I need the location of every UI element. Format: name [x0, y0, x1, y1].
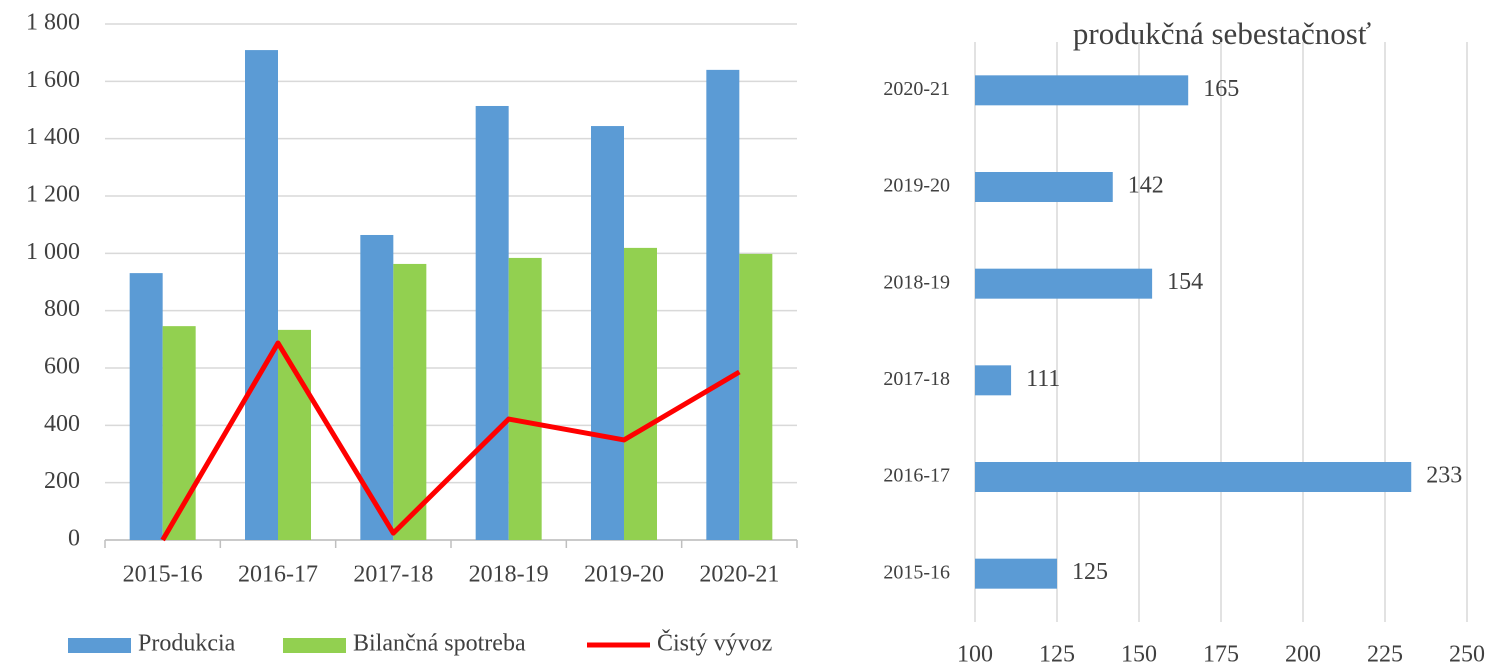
x-tick-label: 250: [1449, 642, 1485, 667]
y-tick-label: 2017-18: [883, 368, 950, 390]
y-tick-label: 1 800: [26, 10, 80, 36]
x-tick-label: 2016-17: [238, 562, 318, 588]
line: [160, 340, 741, 542]
data-label: 142: [1128, 173, 1164, 199]
y-tick-label: 1 400: [26, 124, 80, 150]
y-tick-label: 2015-16: [883, 561, 950, 583]
y-tick-label: 2019-20: [883, 175, 950, 197]
data-label: 154: [1167, 269, 1203, 295]
bar: [162, 326, 196, 540]
bar: [591, 126, 624, 540]
legend-label: Produkcia: [138, 631, 236, 657]
bar: [975, 558, 1057, 589]
legend-swatch: [283, 638, 346, 653]
x-tick-label: 2020-21: [699, 562, 779, 588]
x-tick-label: 125: [1039, 642, 1075, 667]
y-tick-label: 2016-17: [883, 465, 950, 487]
data-label: 233: [1426, 463, 1462, 489]
bar: [475, 105, 509, 540]
y-tick-label: 1 200: [26, 182, 80, 208]
x-tick-label: 225: [1367, 642, 1403, 667]
y-tick-label: 200: [44, 468, 80, 494]
x-tick-label: 2018-19: [469, 562, 549, 588]
bar: [393, 263, 427, 540]
data-label: 125: [1072, 559, 1108, 585]
bar: [975, 365, 1012, 396]
y-tick-label: 800: [44, 296, 80, 322]
bar: [706, 69, 740, 540]
bar: [129, 273, 163, 540]
bar: [624, 247, 657, 541]
chart-title: produkčná sebestačnosť: [1073, 16, 1371, 51]
x-tick-label: 2019-20: [584, 562, 664, 588]
y-tick-label: 2018-19: [883, 271, 950, 293]
y-tick-label: 1 000: [26, 239, 80, 265]
legend-swatch: [68, 638, 131, 653]
x-tick-label: 2015-16: [123, 562, 203, 588]
legend-label: Bilančná spotreba: [353, 631, 526, 657]
bar: [278, 329, 311, 540]
y-tick-label: 600: [44, 354, 80, 380]
y-tick-label: 1 600: [26, 67, 80, 93]
y-tick-label: 400: [44, 411, 80, 437]
x-tick-label: 200: [1285, 642, 1321, 667]
bar: [360, 234, 394, 540]
bar: [975, 75, 1189, 106]
data-label: 165: [1203, 76, 1239, 102]
bar: [739, 253, 773, 540]
legend-label: Čistý vývoz: [657, 630, 772, 657]
bar: [975, 172, 1113, 202]
x-tick-label: 2017-18: [353, 562, 433, 588]
x-tick-label: 100: [957, 642, 993, 667]
bar: [975, 462, 1412, 492]
bar: [975, 268, 1153, 299]
y-tick-label: 2020-21: [883, 78, 950, 100]
x-tick-label: 150: [1121, 642, 1157, 667]
y-tick-label: 0: [68, 526, 80, 552]
bar: [508, 257, 542, 540]
x-tick-label: 175: [1203, 642, 1239, 667]
bar: [245, 50, 278, 540]
data-label: 111: [1026, 366, 1060, 392]
